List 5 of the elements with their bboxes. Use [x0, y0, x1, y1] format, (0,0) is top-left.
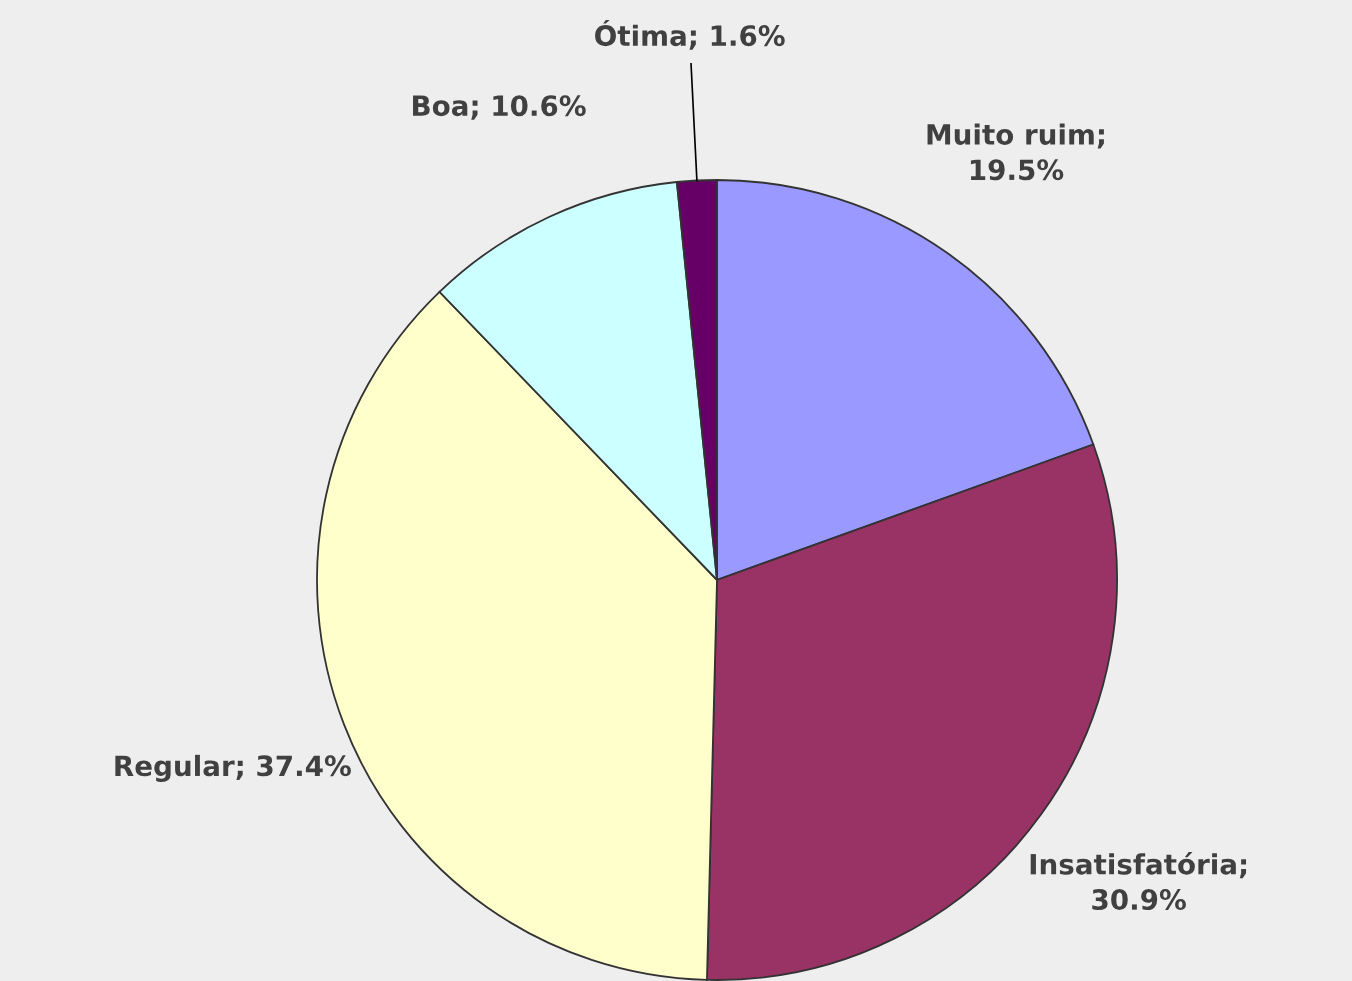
slice-label: Insatisfatória; 30.9% — [1030, 852, 1247, 911]
slice-label: Regular; 37.4% — [115, 754, 351, 782]
slice-label: Ótima; 1.6% — [595, 20, 785, 50]
slice-label: Muito ruim; 19.5% — [927, 123, 1104, 181]
slice-label: Boa; 10.6% — [413, 95, 586, 120]
